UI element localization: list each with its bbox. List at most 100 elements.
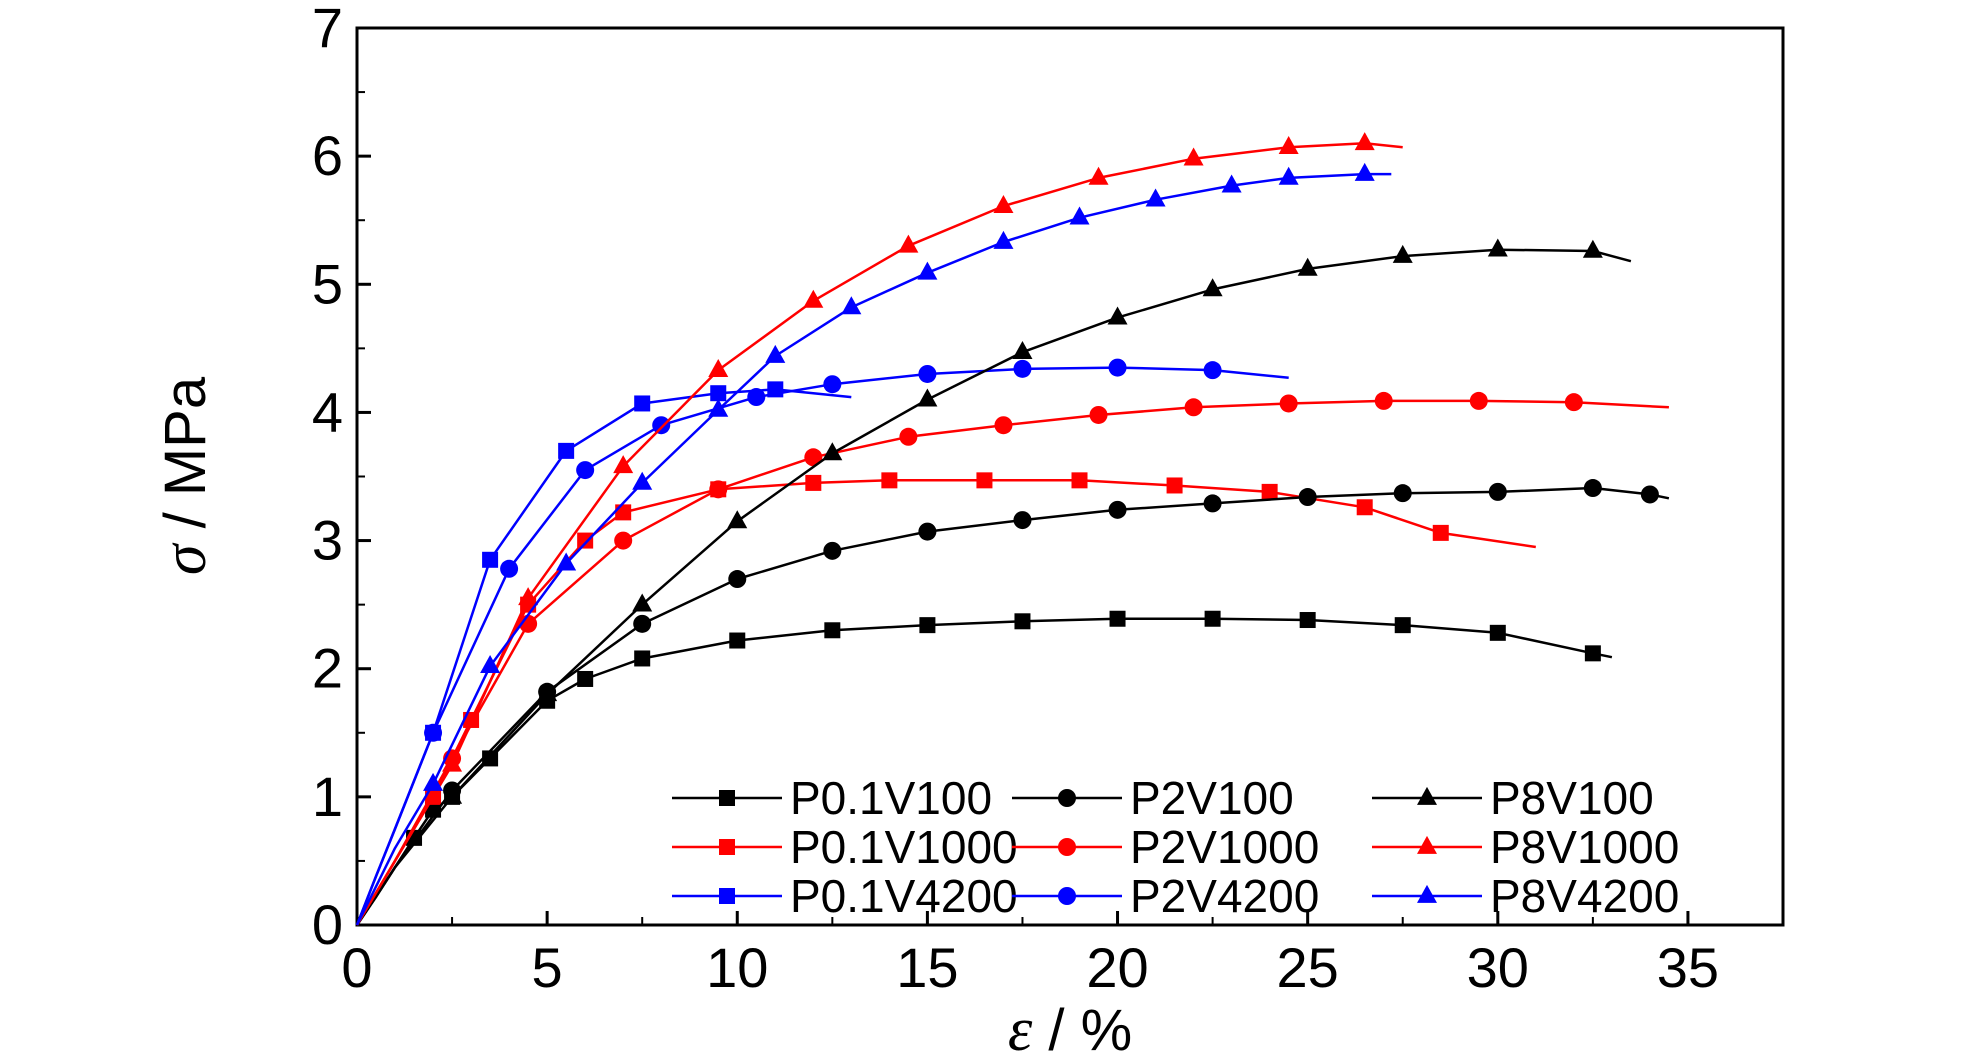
legend-swatch-marker	[1058, 838, 1076, 856]
data-point-p8v100	[822, 442, 843, 461]
data-point-p2v100	[1298, 488, 1317, 507]
data-point-p8v100	[1487, 238, 1508, 257]
data-point-p0-1v100	[1394, 617, 1411, 634]
x-tick-label: 15	[896, 936, 958, 999]
data-point-p8v4200	[993, 230, 1014, 249]
data-point-p8v1000	[1088, 166, 1109, 185]
legend-label: P0.1V4200	[790, 870, 1018, 922]
legend-swatch-marker	[719, 888, 735, 904]
legend-swatch-marker	[719, 790, 735, 806]
data-point-p0-1v1000	[881, 472, 898, 489]
y-tick-label: 1	[312, 765, 343, 828]
data-point-p2v1000	[899, 427, 918, 446]
data-point-p8v1000	[1183, 147, 1204, 166]
legend-item-p2v4200: P2V4200	[1012, 870, 1319, 922]
x-axis-label: ε / %	[1008, 996, 1132, 1063]
data-point-p0-1v1000	[577, 532, 594, 549]
data-point-p0-1v1000	[615, 504, 632, 521]
data-point-p0-1v1000	[1432, 524, 1449, 541]
data-point-p0-1v1000	[1166, 477, 1183, 494]
series-line-p2v4200	[355, 366, 1289, 926]
data-point-p8v100	[1202, 278, 1223, 297]
data-point-p2v1000	[1089, 405, 1108, 424]
legend-swatch-marker	[719, 839, 735, 855]
x-tick-label: 25	[1277, 936, 1339, 999]
x-tick-label: 35	[1657, 936, 1719, 999]
data-point-p8v1000	[1354, 132, 1375, 151]
legend-label: P8V4200	[1490, 870, 1679, 922]
data-point-p0-1v1000	[805, 474, 822, 491]
data-point-p8v100	[1012, 341, 1033, 360]
y-axis-label: σ / MPa	[151, 376, 219, 575]
data-point-p8v1000	[442, 753, 463, 772]
data-point-p2v1000	[804, 448, 823, 467]
legend-item-p2v1000: P2V1000	[1012, 821, 1319, 873]
data-point-p8v1000	[1278, 136, 1299, 155]
data-point-p8v100	[632, 593, 653, 612]
data-point-p8v100	[537, 683, 558, 702]
data-point-p2v100	[1203, 494, 1222, 513]
legend-item-p0-1v4200: P0.1V4200	[672, 870, 1018, 922]
legend-item-p0-1v100: P0.1V100	[672, 772, 992, 824]
data-point-p0-1v4200	[482, 551, 499, 568]
data-point-p8v4200	[1221, 174, 1242, 193]
y-tick-label: 3	[312, 509, 343, 572]
legend: P0.1V100P0.1V1000P0.1V4200P2V100P2V1000P…	[672, 772, 1679, 922]
legend-swatch-marker	[1417, 884, 1437, 903]
legend-item-p0-1v1000: P0.1V1000	[672, 821, 1018, 873]
legend-swatch-marker	[1058, 887, 1076, 905]
data-point-p0-1v100	[1014, 613, 1031, 630]
legend-item-p8v4200: P8V4200	[1372, 870, 1679, 922]
data-point-p2v100	[918, 522, 937, 541]
y-tick-label: 0	[312, 893, 343, 956]
series-p8v4200	[355, 162, 1392, 926]
data-point-p2v1000	[1374, 391, 1393, 410]
data-point-p2v1000	[1279, 394, 1298, 413]
data-point-p2v100	[1640, 485, 1659, 504]
data-point-p8v4200	[1354, 162, 1375, 181]
data-point-p2v100	[1013, 511, 1032, 530]
x-tick-label: 20	[1086, 936, 1148, 999]
series-p8v1000	[355, 132, 1403, 926]
data-point-p8v100	[917, 388, 938, 407]
y-tick-label: 5	[312, 252, 343, 315]
data-point-p2v100	[633, 614, 652, 633]
data-point-p8v4200	[917, 261, 938, 280]
data-point-p8v4200	[480, 654, 501, 673]
data-point-p0-1v100	[634, 650, 651, 667]
data-point-p2v1000	[994, 416, 1013, 435]
y-tick-label: 4	[312, 380, 343, 443]
data-point-p0-1v100	[577, 670, 594, 687]
data-point-p0-1v1000	[1261, 483, 1278, 500]
legend-swatch-marker	[1417, 835, 1437, 854]
data-point-p8v1000	[993, 194, 1014, 213]
data-point-p8v100	[1297, 257, 1318, 276]
data-point-p8v100	[442, 785, 463, 804]
x-tick-label: 10	[706, 936, 768, 999]
data-point-p0-1v100	[1489, 624, 1506, 641]
data-point-p2v100	[728, 570, 747, 589]
legend-item-p8v100: P8V100	[1372, 772, 1654, 824]
series-p2v1000	[355, 391, 1669, 926]
data-point-p8v4200	[1069, 206, 1090, 225]
data-point-p8v4200	[765, 344, 786, 363]
data-point-p0-1v100	[1584, 645, 1601, 662]
legend-label: P0.1V100	[790, 772, 992, 824]
data-point-p0-1v100	[1299, 612, 1316, 629]
data-point-p2v1000	[1184, 398, 1203, 417]
y-tick-label: 6	[312, 124, 343, 187]
legend-swatch-marker	[1417, 786, 1437, 805]
legend-label: P0.1V1000	[790, 821, 1018, 873]
legend-swatch-marker	[1058, 789, 1076, 807]
data-point-p0-1v100	[824, 622, 841, 639]
data-point-p2v4200	[424, 723, 443, 742]
data-point-p2v100	[1488, 482, 1507, 501]
data-point-p2v4200	[500, 559, 519, 578]
data-point-p2v4200	[918, 364, 937, 383]
data-point-p0-1v4200	[558, 442, 575, 459]
legend-item-p2v100: P2V100	[1012, 772, 1294, 824]
legend-label: P8V100	[1490, 772, 1654, 824]
data-point-p2v4200	[576, 461, 595, 480]
data-point-p8v1000	[708, 358, 729, 377]
x-tick-label: 5	[532, 936, 563, 999]
